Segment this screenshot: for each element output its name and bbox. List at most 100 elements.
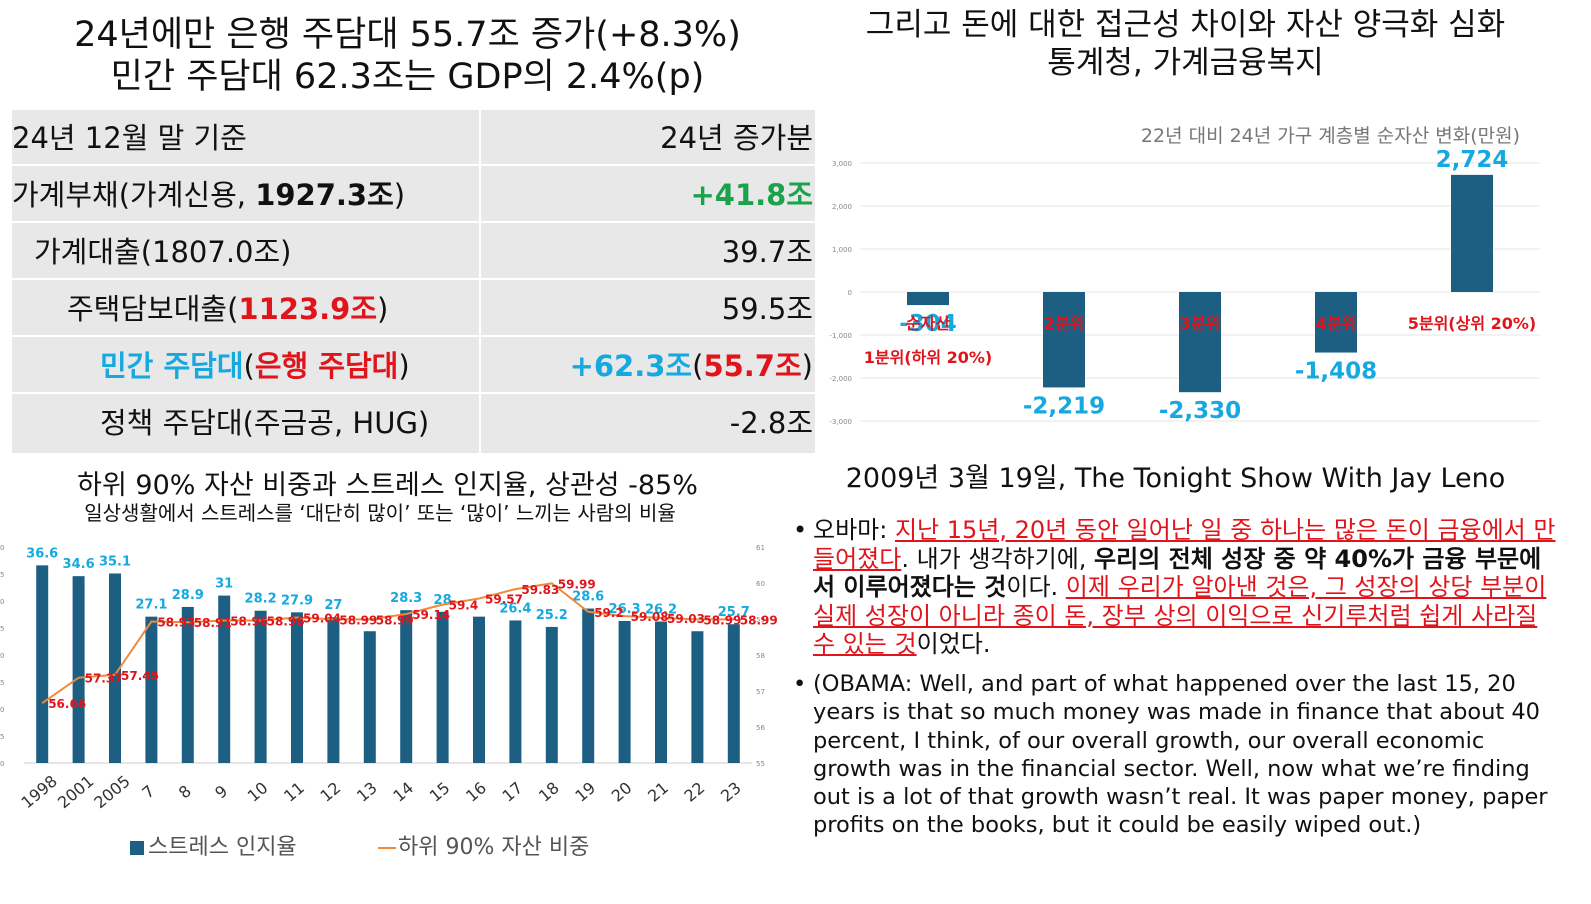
left-axis-tick: 5 <box>0 625 4 633</box>
column-divider <box>479 110 481 453</box>
net-asset-bar <box>907 292 949 306</box>
stress-chart-title: 하위 90% 자산 비중과 스트레스 인지율, 상관성 -85% <box>77 470 698 501</box>
line-value-label: 59.08 <box>631 610 669 624</box>
row-label: 주택담보대출(1123.9조) <box>67 292 389 326</box>
table-row: 가계대출(1807.0조) 39.7조 <box>12 224 815 280</box>
debt-table: 24년 12월 말 기준 24년 증가분 가계부채(가계신용, 1927.3조)… <box>12 110 815 453</box>
title-line-1: 그리고 돈에 대한 접근성 차이와 자산 양극화 심화 <box>865 7 1506 43</box>
bar-value-label: -1,408 <box>1295 359 1377 385</box>
category-label: 1분위(하위 20%) <box>864 348 993 367</box>
row-value: +41.8조 <box>690 178 813 212</box>
line-value-label: 59.4 <box>449 599 479 613</box>
line-value-label: 59.04 <box>303 612 341 626</box>
table-header-row: 24년 12월 말 기준 24년 증가분 <box>12 110 815 166</box>
y-tick-label: 0 <box>848 289 852 297</box>
bar-value-label: 28.2 <box>245 592 277 607</box>
bar-value-label: 34.6 <box>63 557 95 572</box>
bar-value-label: 2,724 <box>1436 147 1509 173</box>
stress-bar <box>618 620 631 763</box>
net-asset-bar <box>1315 292 1357 353</box>
row-label: 가계부채(가계신용, 1927.3조) <box>12 178 406 212</box>
category-label: 20 <box>608 778 636 806</box>
category-label: 14 <box>389 778 417 806</box>
category-label: 22 <box>681 778 709 806</box>
line-value-label: 59.2 <box>594 606 624 620</box>
row-value: 39.7조 <box>721 235 813 269</box>
bar-value-label: 36.6 <box>26 546 58 561</box>
bullet: • <box>793 516 808 544</box>
net-asset-bar <box>1179 292 1221 393</box>
left-axis-tick: 0 <box>0 652 4 660</box>
bar-value-label: 25.7 <box>718 605 750 620</box>
category-label: 18 <box>535 778 563 806</box>
bar-value-label: -2,219 <box>1023 393 1105 419</box>
category-label: 9 <box>211 781 231 802</box>
row-label: 민간 주담대(은행 주담대) <box>100 349 410 383</box>
header-left: 24년 12월 말 기준 <box>12 121 247 155</box>
y-tick-label: -3,000 <box>829 418 852 426</box>
left-axis-tick: 0 <box>0 598 4 606</box>
left-axis-tick: 5 <box>0 679 4 687</box>
y-tick-label: 2,000 <box>832 203 852 211</box>
bar-value-label: 35.1 <box>99 554 131 569</box>
bar-value-label: 28.6 <box>572 590 604 605</box>
bar-value-label: 25.2 <box>536 608 568 623</box>
left-axis-tick: 5 <box>0 571 4 579</box>
line-value-label: 58.99 <box>703 613 741 627</box>
title-line-2: 민간 주담대 62.3조는 GDP의 2.4%(p) <box>110 57 705 97</box>
table-row: 정책 주담대(주금공, HUG) -2.8조 <box>12 395 815 451</box>
bar-value-label: 26.2 <box>645 603 677 618</box>
line-value-label: 56.66 <box>48 697 86 711</box>
stress-chart-subtitle: 일상생활에서 스트레스를 ‘대단히 많이’ 또는 ‘많이’ 느끼는 사람의 비율 <box>84 501 676 525</box>
quote-title: 2009년 3월 19일, The Tonight Show With Jay … <box>845 463 1506 494</box>
stress-bar <box>363 631 376 763</box>
row-value: 59.5조 <box>721 292 813 326</box>
bar-value-label: 27.1 <box>135 598 167 613</box>
right-axis-tick: 61 <box>756 544 765 552</box>
category-label: 5분위(상위 20%) <box>1408 314 1537 333</box>
left-axis-tick: 0 <box>0 544 4 552</box>
line-value-label: 58.99 <box>376 613 414 627</box>
right-axis-tick: 56 <box>756 724 765 732</box>
line-value-label: 57.37 <box>85 672 123 686</box>
category-label: 23 <box>717 778 745 806</box>
table-row: 주택담보대출(1123.9조) 59.5조 <box>12 281 815 337</box>
top-right-title: 그리고 돈에 대한 접근성 차이와 자산 양극화 심화 통계청, 가계금융복지 <box>818 6 1553 82</box>
category-label: 21 <box>644 778 672 806</box>
category-label: 2001 <box>54 771 97 812</box>
stress-bar <box>254 610 267 763</box>
category-label: 19 <box>571 778 599 806</box>
line-value-label: 58.99 <box>740 613 778 627</box>
line-value-label: 58.96 <box>267 614 305 628</box>
category-label: 4분위 <box>1316 314 1357 333</box>
y-tick-label: -2,000 <box>829 375 852 383</box>
bar-value-label: -2,330 <box>1159 398 1241 424</box>
stress-bar <box>145 616 158 763</box>
y-tick-label: -1,000 <box>829 332 852 340</box>
table-row: 가계부채(가계신용, 1927.3조) +41.8조 <box>12 167 815 223</box>
stress-bar <box>400 610 413 763</box>
line-value-label: 59.99 <box>558 577 596 591</box>
legend-bar-swatch <box>130 841 144 855</box>
stress-bar <box>582 608 595 763</box>
bar-value-label: 26.3 <box>609 602 641 617</box>
left-axis-tick: 0 <box>0 706 4 714</box>
title-line-1: 24년에만 은행 주담대 55.7조 증가(+8.3%) <box>74 15 741 55</box>
chart-title: 22년 대비 24년 가구 계층별 순자산 변화(만원) <box>1141 125 1520 147</box>
title-line-2: 통계청, 가계금융복지 <box>1047 45 1324 81</box>
left-axis-tick: 5 <box>0 733 4 741</box>
series-label: 순자산 <box>906 314 950 333</box>
category-label: 1998 <box>18 771 61 812</box>
bar-value-label: 28.3 <box>390 591 422 606</box>
net-asset-bar <box>1043 292 1085 388</box>
asset-share-line <box>41 582 734 705</box>
header-right: 24년 증가분 <box>660 121 813 155</box>
net-asset-bar <box>1451 174 1493 292</box>
stress-bar <box>181 606 194 763</box>
row-label: 정책 주담대(주금공, HUG) <box>100 406 430 440</box>
line-value-label: 58.93 <box>157 616 195 630</box>
line-value-label: 57.45 <box>121 669 159 683</box>
right-axis-tick: 55 <box>756 760 765 768</box>
bullet: • <box>793 671 807 697</box>
